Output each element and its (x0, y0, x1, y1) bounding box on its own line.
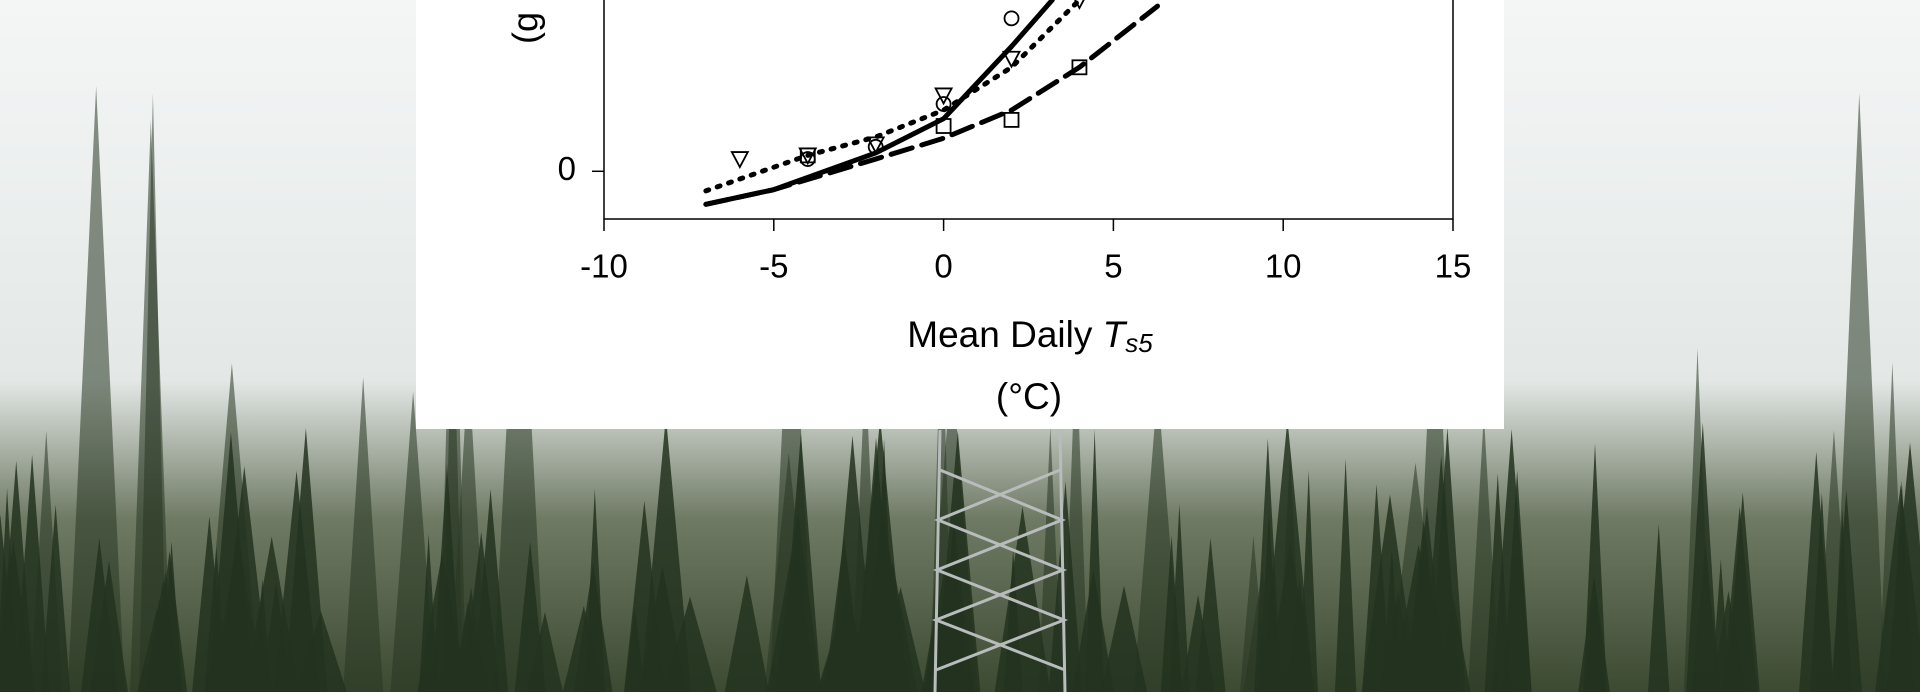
tree (1100, 585, 1148, 692)
tower (931, 429, 1069, 693)
y-tick-label: 0 (558, 150, 576, 187)
triangle-point (730, 151, 750, 169)
x-tick-label: 15 (1435, 248, 1472, 285)
tree (1085, 429, 1105, 692)
forest (0, 86, 1920, 693)
tree (0, 488, 19, 692)
x-tick-label: 5 (1104, 248, 1122, 285)
tree (160, 541, 183, 692)
tree (1484, 473, 1511, 692)
tree (1830, 490, 1863, 692)
tree (1195, 537, 1226, 692)
tree (431, 464, 463, 692)
tree (418, 533, 439, 692)
x-tick-label: -10 (580, 248, 628, 285)
tree (139, 93, 167, 692)
tree (934, 523, 975, 692)
tree (1266, 540, 1315, 692)
x-label-symbol: T (1103, 314, 1128, 355)
tree (1048, 481, 1083, 692)
tree (1436, 598, 1471, 692)
chart-panel (416, 0, 1504, 429)
tree (1169, 503, 1190, 692)
x-tick-label: 10 (1265, 248, 1302, 285)
tree (526, 611, 563, 692)
tree (1647, 523, 1670, 692)
x-label-subscript: s5 (1125, 328, 1153, 358)
x-axis-unit: (°C) (996, 376, 1062, 417)
circle-point (1003, 10, 1020, 27)
tree (1809, 492, 1834, 692)
fit-curve (703, 0, 1055, 207)
tree (724, 575, 770, 692)
tree (41, 504, 71, 692)
tree (212, 533, 264, 692)
tree (829, 435, 876, 692)
triangle-point (934, 87, 954, 106)
fit-curve (703, 0, 1082, 194)
tree (872, 438, 896, 692)
tree (205, 546, 228, 692)
tree (343, 377, 384, 692)
tree (295, 611, 347, 692)
tree (584, 488, 606, 692)
tree (14, 454, 50, 692)
tree (1886, 442, 1920, 692)
y-axis-label: (g (505, 12, 546, 44)
square-point (799, 147, 816, 164)
triangle-point (1002, 50, 1022, 69)
tree (766, 549, 818, 692)
x-axis-label: Mean Daily Ts5 (907, 314, 1153, 358)
x-tick-label: -5 (759, 248, 788, 285)
triangle-point (1074, 0, 1085, 10)
fit-curve (703, 3, 1161, 207)
tree (90, 560, 128, 692)
tree (1578, 576, 1610, 692)
square-point (1003, 111, 1020, 128)
tree (994, 506, 1051, 692)
x-tick-label: 0 (934, 248, 952, 285)
plot-area (703, 0, 1161, 207)
x-label-text: Mean Daily (907, 314, 1102, 355)
tree (67, 86, 125, 692)
square-point (1071, 59, 1088, 76)
tree (1502, 470, 1532, 692)
tree (1691, 543, 1720, 692)
tree (1711, 591, 1746, 692)
tree (1382, 548, 1402, 692)
tree (1334, 458, 1357, 692)
tree (260, 582, 292, 692)
tree (640, 416, 692, 692)
plot-frame (603, 0, 1454, 220)
tree (472, 488, 509, 692)
